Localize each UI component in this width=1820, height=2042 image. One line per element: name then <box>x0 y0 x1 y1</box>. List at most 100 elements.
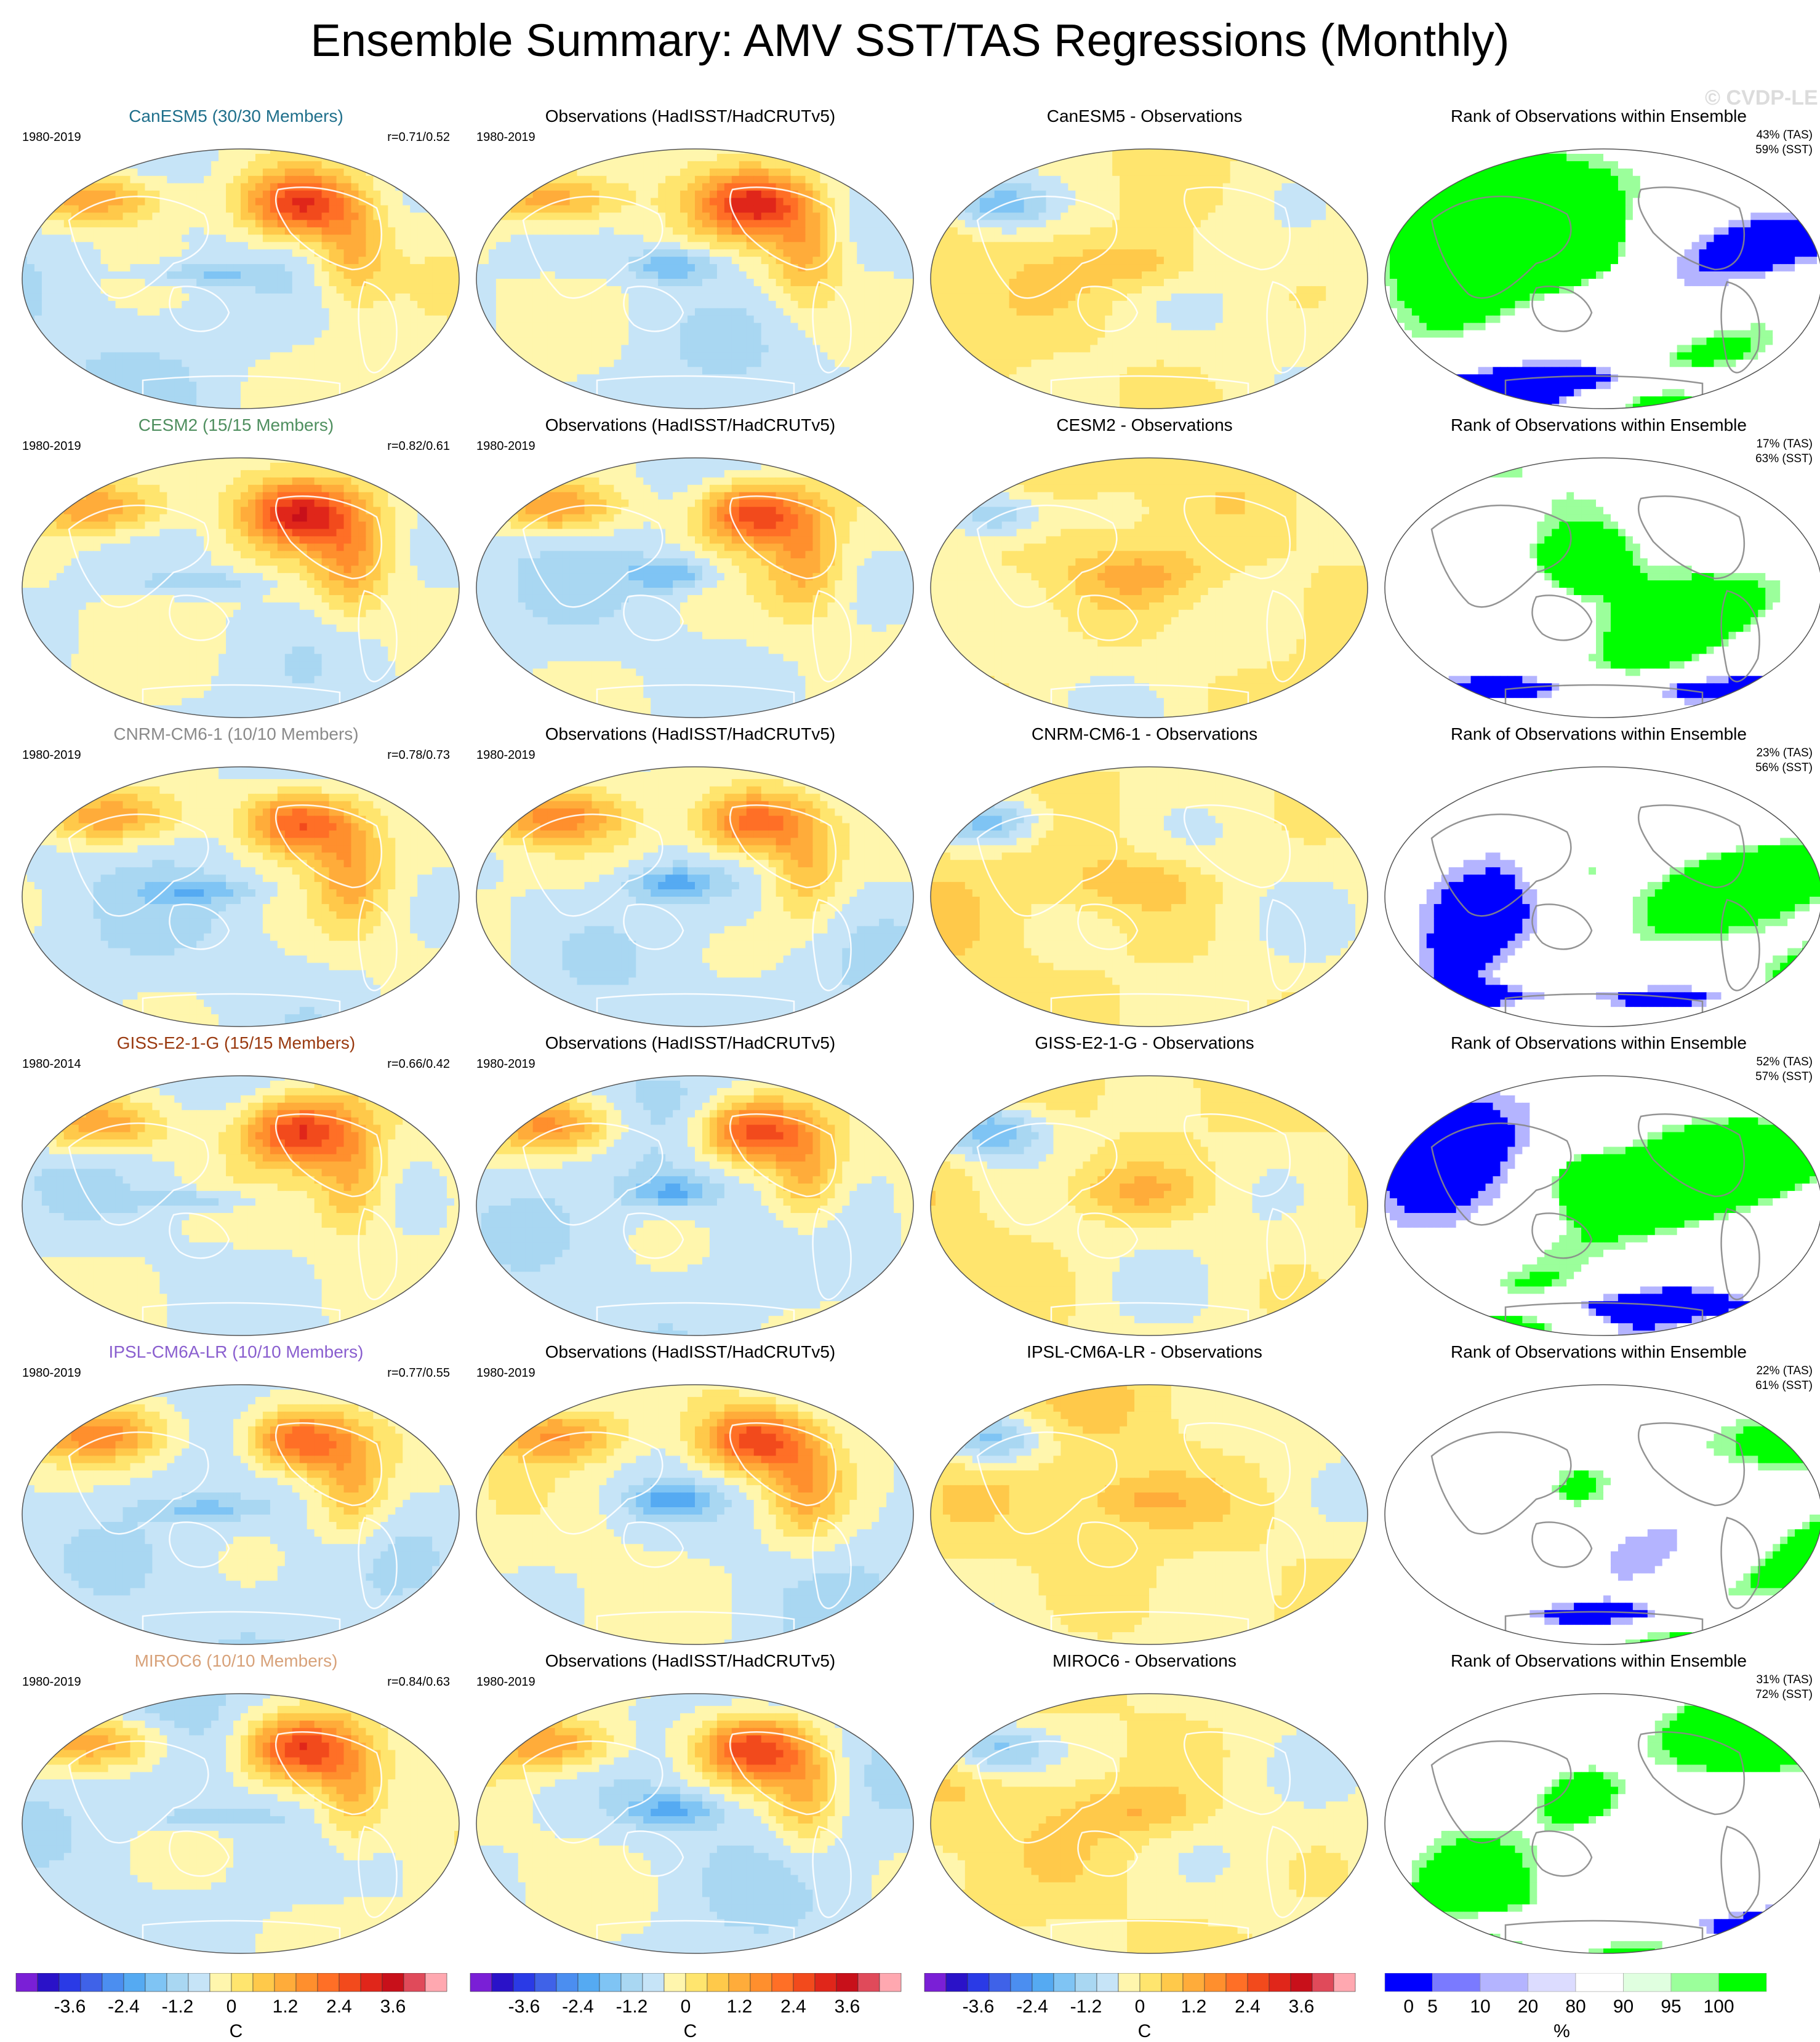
colorbar-tick-label: 1.2 <box>273 1996 299 2017</box>
row6-diff-map <box>928 1691 1370 1956</box>
row1-difference-panel: CanESM5 - Observations <box>918 105 1371 414</box>
observations-panel-title: Observations (HadISST/HadCRUTv5) <box>464 1651 916 1672</box>
difference-panel-title: IPSL-CM6A-LR - Observations <box>918 1342 1371 1363</box>
difference-panel-title: CanESM5 - Observations <box>918 106 1371 127</box>
colorbar-swatch <box>1183 1973 1205 1992</box>
row2-observations-panel: Observations (HadISST/HadCRUTv5)1980-201… <box>464 414 916 723</box>
colorbar-swatch <box>253 1973 275 1992</box>
rank-colorbar-tick-label: 100 <box>1703 1996 1734 2017</box>
row5-rank-map <box>1382 1382 1820 1647</box>
row3-map-area-4 <box>1382 764 1820 1029</box>
row2-map-area-1 <box>20 455 462 720</box>
row4-map-area-3 <box>928 1073 1370 1338</box>
colorbar-swatch <box>686 1973 707 1992</box>
row6-model-map <box>20 1691 462 1956</box>
colorbar-tick-label: -1.2 <box>162 1996 194 2017</box>
observations-panel-title: Observations (HadISST/HadCRUTv5) <box>464 106 916 127</box>
row4-difference-panel: GISS-E2-1-G - Observations <box>918 1031 1371 1340</box>
colorbar-tick-label: -2.4 <box>1016 1996 1048 2017</box>
colorbar-unit: C <box>464 2021 916 2042</box>
row2-diff-map <box>928 455 1370 720</box>
colorbar-swatch <box>1097 1973 1118 1992</box>
colorbar-swatch <box>404 1973 425 1992</box>
colorbar-swatch <box>361 1973 382 1992</box>
rank-panel-title: Rank of Observations within Ensemble <box>1373 415 1820 436</box>
row5-map-area-3 <box>928 1382 1370 1647</box>
rank-tas: 17% (TAS) <box>1755 437 1813 452</box>
rank-colorbar-tick-label: 20 <box>1518 1996 1538 2017</box>
row6-rank-map <box>1382 1691 1820 1956</box>
row5-map-area-2 <box>474 1382 916 1647</box>
colorbar-swatch <box>880 1973 901 1992</box>
colorbar-swatch <box>102 1973 124 1992</box>
rank-colorbar-tick-label: 10 <box>1470 1996 1490 2017</box>
colorbar-swatch <box>946 1973 968 1992</box>
row3-obs-map <box>474 764 916 1029</box>
row3-difference-panel: CNRM-CM6-1 - Observations <box>918 723 1371 1031</box>
rank-colorbar-swatch <box>1624 1973 1672 1992</box>
row1-map-area-1 <box>20 146 462 411</box>
row6-map-area-3 <box>928 1691 1370 1956</box>
row4-map-area-1 <box>20 1073 462 1338</box>
row5-model-map <box>20 1382 462 1647</box>
colorbar-swatch <box>145 1973 167 1992</box>
colorbar-swatch <box>729 1973 750 1992</box>
rank-tas: 43% (TAS) <box>1755 128 1813 143</box>
observations-period: 1980-2019 <box>476 1366 535 1380</box>
colorbar-tick-label: 3.6 <box>1289 1996 1315 2017</box>
row1-map-area-2 <box>474 146 916 411</box>
colorbar-swatch <box>1161 1973 1183 1992</box>
colorbar-swatch <box>750 1973 772 1992</box>
colorbar-swatch <box>1140 1973 1161 1992</box>
row4-map-area-2 <box>474 1073 916 1338</box>
colorbar-tick-label: -2.4 <box>562 1996 594 2017</box>
colorbar-unit: C <box>918 2021 1371 2042</box>
model-period: 1980-2019 <box>22 130 81 145</box>
rank-tas: 23% (TAS) <box>1755 746 1813 761</box>
colorbar-swatch <box>535 1973 556 1992</box>
rank-colorbar-swatch <box>1433 1973 1481 1992</box>
row5-map-area-1 <box>20 1382 462 1647</box>
observations-period: 1980-2019 <box>476 1675 535 1689</box>
colorbar-swatch <box>968 1973 989 1992</box>
row2-model-map <box>20 455 462 720</box>
difference-panel-title: CNRM-CM6-1 - Observations <box>918 724 1371 745</box>
colorbar-tick-label: -1.2 <box>616 1996 648 2017</box>
colorbar-tick-label: -3.6 <box>54 1996 86 2017</box>
colorbar-swatch <box>793 1973 815 1992</box>
colorbar-tick-label: 2.4 <box>780 1996 806 2017</box>
colorbar-tick-label: 1.2 <box>727 1996 753 2017</box>
row1-diff-map <box>928 146 1370 411</box>
rank-colorbar-swatch <box>1576 1973 1624 1992</box>
colorbar-swatch <box>231 1973 253 1992</box>
colorbar-swatch <box>1011 1973 1032 1992</box>
colorbar-swatch <box>1291 1973 1312 1992</box>
colorbar-tick-label: -2.4 <box>108 1996 140 2017</box>
row5-map-area-4 <box>1382 1382 1820 1647</box>
colorbar-swatch <box>275 1973 296 1992</box>
row5-diff-map <box>928 1382 1370 1647</box>
colorbar-swatch <box>599 1973 621 1992</box>
model-panel-title: CNRM-CM6-1 (10/10 Members) <box>10 724 462 745</box>
rank-panel-title: Rank of Observations within Ensemble <box>1373 1651 1820 1672</box>
rank-colorbar-tick-label: 90 <box>1613 1996 1634 2017</box>
row5-difference-panel: IPSL-CM6A-LR - Observations <box>918 1340 1371 1649</box>
rank-colorbar-swatch <box>1671 1973 1719 1992</box>
colorbar-swatch <box>1054 1973 1075 1992</box>
row2-map-area-4 <box>1382 455 1820 720</box>
row6-map-area-4 <box>1382 1691 1820 1956</box>
colorbar-swatch <box>1269 1973 1291 1992</box>
rank-tas: 31% (TAS) <box>1755 1673 1813 1688</box>
colorbar-swatch <box>425 1973 447 1992</box>
row1-map-area-3 <box>928 146 1370 411</box>
